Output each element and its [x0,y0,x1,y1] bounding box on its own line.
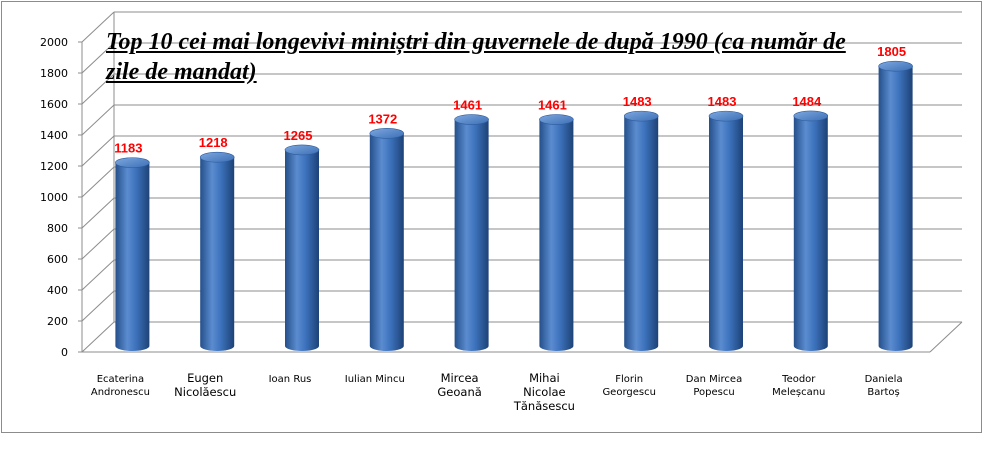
chart-title: Top 10 cei mai longevivi miniștri din gu… [106,29,846,85]
data-label: 1183 [114,141,142,156]
gridline-side [81,290,115,322]
bar-top [369,128,405,139]
x-tick-label: Teodor Meleșcanu [772,374,825,398]
gridline-side [81,228,115,260]
x-tick-label: Florin Georgescu [602,374,656,398]
gridline-side [81,321,115,353]
gridline-side [81,135,115,167]
y-tick-label: 2000 [40,36,68,49]
bar [115,157,150,351]
y-tick-label: 1200 [40,160,68,173]
data-label: 1372 [368,111,397,126]
gridline-side [81,42,115,74]
floor-right-edge [929,321,963,353]
y-tick-label: 600 [47,253,68,266]
bar-body [200,157,235,351]
bar-top [623,110,659,122]
data-label: 1483 [708,94,737,109]
data-label: 1483 [623,94,652,109]
data-label: 1461 [453,98,482,113]
x-tick-label: Ecaterina Andronescu [91,374,150,398]
bar [793,110,829,351]
bar-top [708,110,744,122]
bar-body [539,119,574,351]
y-tick-label: 1000 [40,191,68,204]
bar [199,151,235,351]
data-label: 1461 [538,98,567,113]
bar-top [454,114,489,125]
gridline-side [81,259,115,291]
y-tick-label: 800 [47,222,68,235]
bar [284,144,320,351]
bar-body [285,149,319,351]
x-tick-label: Mihai Nicolae Tănăsescu [513,371,575,413]
bar-body [369,133,404,351]
chart-plot: 0 200 400 600 800 1000 1200 1400 1600 1800 2000 118… [40,11,963,413]
x-tick-label: Mircea Geoană [437,371,481,399]
data-label: 1265 [284,128,313,143]
bar [454,114,489,351]
gridline-side [81,73,115,105]
y-tick-label: 0 [61,346,68,359]
bar-top [539,114,574,125]
y-tick-label: 1600 [40,98,68,111]
bar-top [199,151,235,163]
gridline-side [81,11,115,43]
bar [369,128,405,351]
bar-top [115,157,150,168]
x-tick-label: Daniela Bartoș [865,374,903,398]
bar-body [878,66,913,351]
data-label: 1484 [792,94,822,109]
chart-frame: 0 200 400 600 800 1000 1200 1400 1600 1800 2000 118… [1,1,982,433]
bar-top [793,110,829,122]
bar-top [878,60,913,72]
bar [623,110,659,351]
bar [708,110,744,351]
bar [878,60,913,351]
bar-body [709,116,743,351]
bar-body [624,116,659,351]
gridline-side [81,104,115,136]
gridline-side [81,197,115,229]
y-tick-label: 400 [47,284,68,297]
x-tick-label: Ioan Rus [269,374,312,385]
y-tick-label: 1800 [40,67,68,80]
bar-body [115,162,150,351]
bar-top [284,144,320,156]
bar-body [793,115,828,351]
gridline-side [81,166,115,198]
y-tick-label: 1400 [40,129,68,142]
y-tick-label: 200 [47,315,68,328]
data-label: 1805 [877,44,906,59]
bar-body [454,119,489,351]
x-tick-label: Iulian Mincu [345,374,405,385]
x-tick-label: Eugen Nicolăescu [174,371,236,399]
x-tick-label: Dan Mircea Popescu [686,374,742,398]
data-label: 1218 [199,135,228,150]
bar [539,114,574,351]
